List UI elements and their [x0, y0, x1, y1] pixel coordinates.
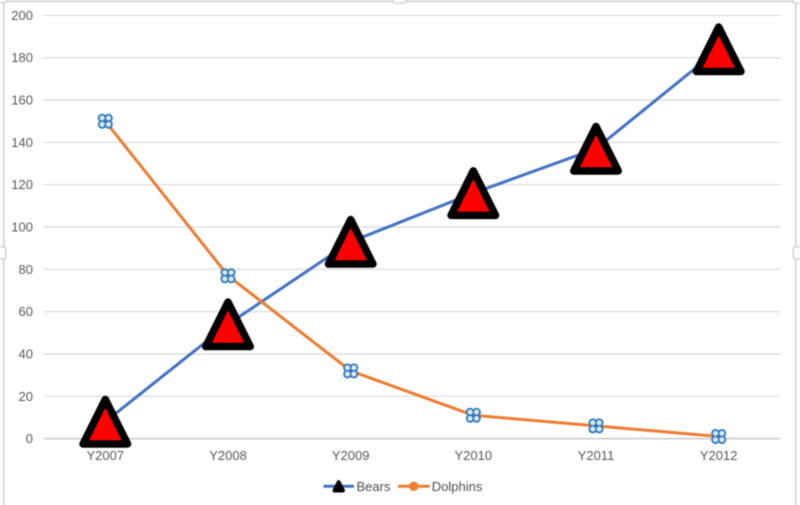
svg-text:60: 60 [19, 304, 33, 319]
svg-text:Y2009: Y2009 [332, 448, 370, 463]
svg-text:Y2008: Y2008 [209, 448, 247, 463]
svg-text:0: 0 [26, 431, 33, 446]
svg-text:180: 180 [11, 50, 33, 65]
svg-text:200: 200 [11, 8, 33, 23]
svg-text:80: 80 [19, 262, 33, 277]
svg-text:40: 40 [19, 347, 33, 362]
svg-text:Y2007: Y2007 [87, 448, 125, 463]
svg-text:20: 20 [19, 389, 33, 404]
svg-text:Y2011: Y2011 [578, 448, 615, 463]
svg-text:Bears: Bears [357, 479, 391, 494]
svg-text:100: 100 [11, 220, 33, 235]
svg-text:Y2012: Y2012 [700, 448, 738, 463]
svg-text:120: 120 [11, 177, 33, 192]
svg-text:140: 140 [11, 135, 33, 150]
svg-text:Y2010: Y2010 [455, 448, 493, 463]
svg-text:Dolphins: Dolphins [432, 479, 483, 494]
svg-text:160: 160 [11, 93, 33, 108]
